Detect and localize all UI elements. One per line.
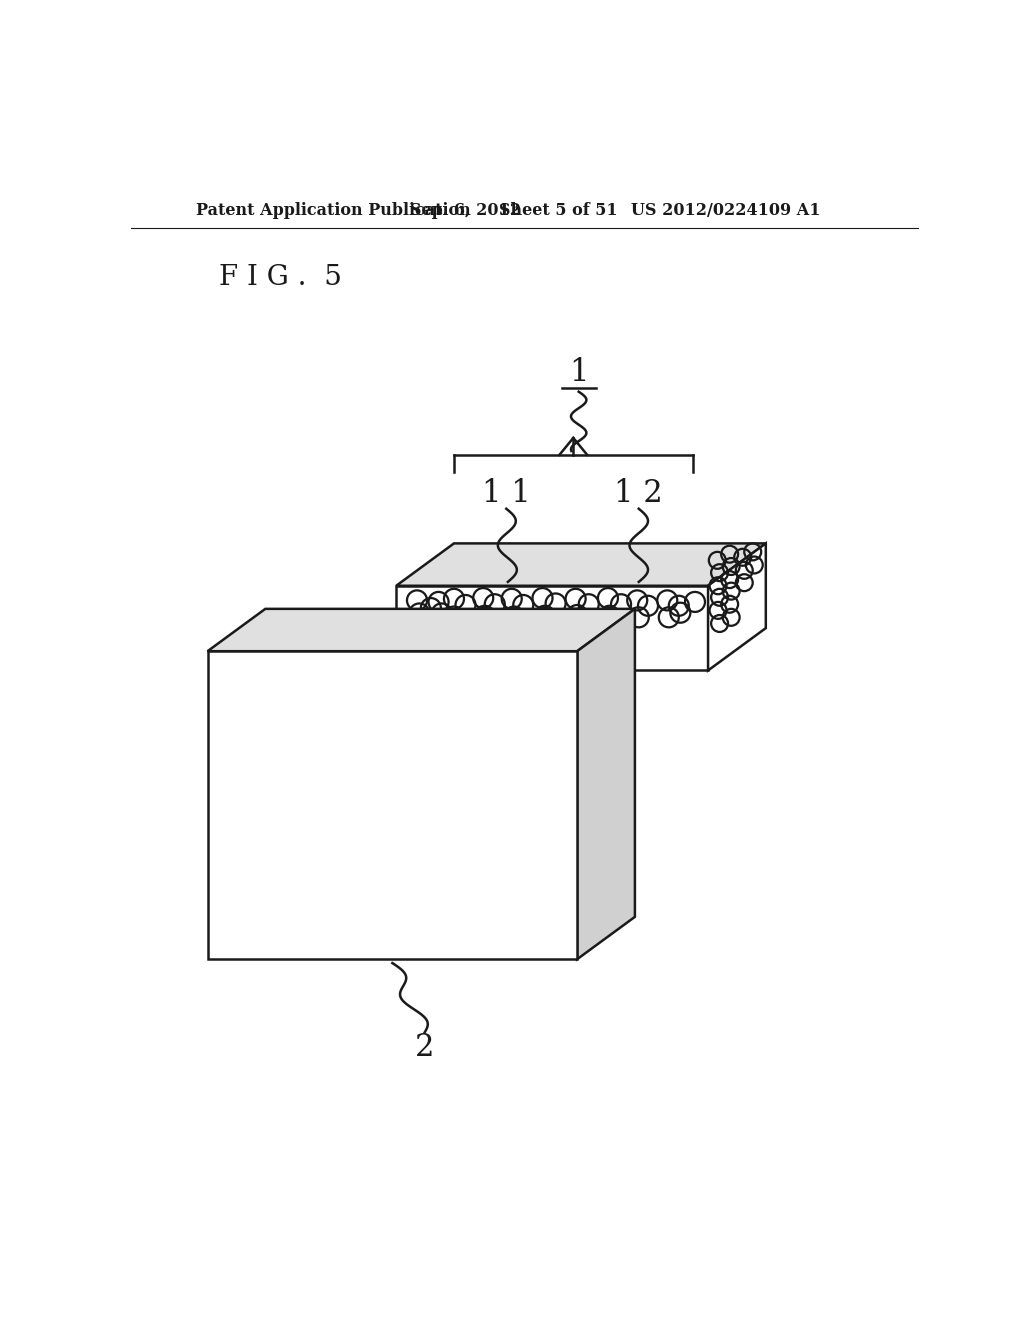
Polygon shape: [708, 544, 766, 671]
Text: 1: 1: [569, 356, 589, 388]
Polygon shape: [396, 586, 708, 671]
Text: 2: 2: [415, 1032, 434, 1063]
Polygon shape: [396, 544, 766, 586]
Text: Sep. 6, 2012: Sep. 6, 2012: [410, 202, 521, 219]
Polygon shape: [208, 609, 635, 651]
Polygon shape: [578, 609, 635, 960]
Text: 1 1: 1 1: [482, 478, 530, 508]
Text: US 2012/0224109 A1: US 2012/0224109 A1: [631, 202, 820, 219]
Text: 1 2: 1 2: [614, 478, 664, 508]
Text: Patent Application Publication: Patent Application Publication: [196, 202, 471, 219]
Text: F I G .  5: F I G . 5: [219, 264, 342, 292]
Polygon shape: [208, 651, 578, 960]
Text: Sheet 5 of 51: Sheet 5 of 51: [499, 202, 617, 219]
